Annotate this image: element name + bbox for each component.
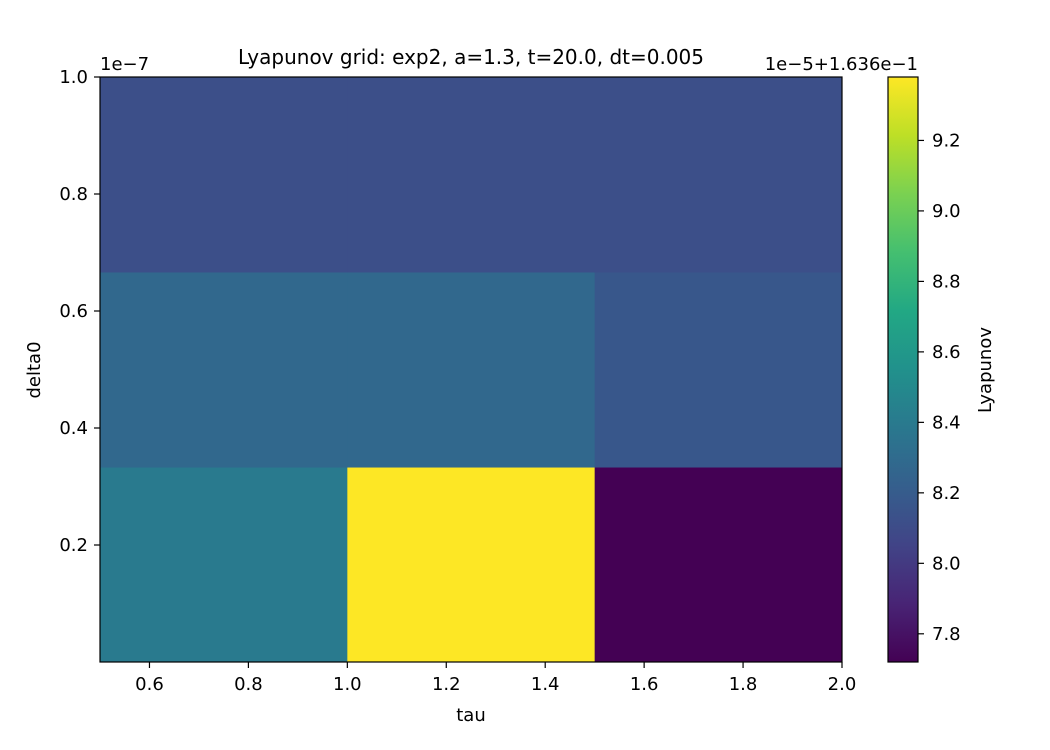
colorbar-ticks: 7.8 8.0 8.2 8.4 8.6 8.8 9.0 9.2 <box>918 130 961 645</box>
x-tick-label: 0.6 <box>135 674 164 695</box>
colorbar <box>887 76 919 663</box>
y-tick-label: 0.4 <box>59 418 88 439</box>
y-tick-label: 0.2 <box>59 535 88 556</box>
y-tick-label: 1.0 <box>59 67 88 88</box>
y-axis-label: delta0 <box>24 341 45 398</box>
x-axis-ticks: 0.6 0.8 1.0 1.2 1.4 1.6 1.8 2.0 <box>135 662 856 695</box>
plot-frame <box>99 76 843 663</box>
x-tick-label: 0.8 <box>234 674 263 695</box>
x-tick-label: 1.4 <box>531 674 560 695</box>
colorbar-tick-label: 7.8 <box>932 624 961 645</box>
colorbar-tick-label: 9.2 <box>932 130 961 151</box>
heatmap-cell-r1-c0 <box>100 271 348 468</box>
colorbar-label: Lyapunov <box>975 327 996 413</box>
x-axis-label: tau <box>456 705 486 726</box>
x-tick-label: 1.8 <box>729 674 758 695</box>
heatmap-cell-r0-c1 <box>347 467 596 663</box>
y-axis-ticks: 0.2 0.4 0.6 0.8 1.0 <box>59 67 100 556</box>
colorbar-offset-text: 1e−5+1.636e−1 <box>765 54 918 75</box>
x-tick-label: 1.6 <box>630 674 659 695</box>
colorbar-tick-label: 8.4 <box>932 412 961 433</box>
heatmap-cell-r0-c0 <box>100 467 348 663</box>
colorbar-tick-label: 8.6 <box>932 342 961 363</box>
y-tick-label: 0.6 <box>59 301 88 322</box>
x-tick-label: 1.2 <box>432 674 461 695</box>
heatmap-cell-r2-c1 <box>347 77 596 273</box>
colorbar-tick-label: 8.8 <box>932 271 961 292</box>
heatmap-cell-r1-c2 <box>594 271 843 468</box>
colorbar-tick-label: 8.0 <box>932 553 961 574</box>
heatmap-cell-r2-c2 <box>594 77 843 273</box>
y-tick-label: 0.8 <box>59 184 88 205</box>
chart-title: Lyapunov grid: exp2, a=1.3, t=20.0, dt=0… <box>238 45 704 69</box>
heatmap-cell-r0-c2 <box>594 467 843 663</box>
heatmap-cells <box>100 77 843 663</box>
y-axis-offset-text: 1e−7 <box>100 54 149 75</box>
x-tick-label: 2.0 <box>828 674 857 695</box>
colorbar-tick-label: 9.0 <box>932 201 961 222</box>
colorbar-tick-label: 8.2 <box>932 483 961 504</box>
x-tick-label: 1.0 <box>333 674 362 695</box>
heatmap-cell-r2-c0 <box>100 77 348 273</box>
heatmap-cell-r1-c1 <box>347 271 596 468</box>
